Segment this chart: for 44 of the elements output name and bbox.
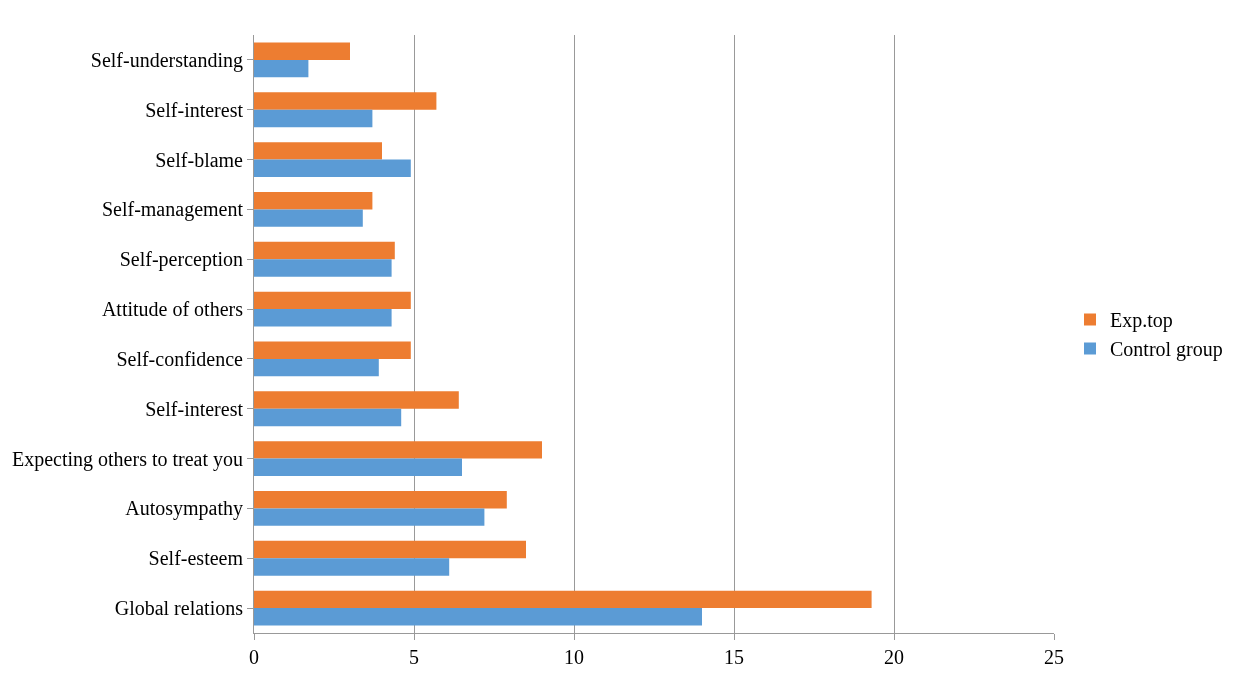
bar [254, 540, 526, 559]
x-tick-label: 25 [1044, 646, 1064, 668]
y-tick-label: Self-blame [155, 148, 244, 171]
x-tick-label: 0 [249, 646, 259, 668]
bar [254, 508, 485, 526]
bar [254, 241, 395, 260]
y-tick-label: Self-management [101, 198, 244, 222]
bar [254, 558, 450, 576]
bar [254, 341, 411, 359]
x-tick-label: 20 [884, 646, 904, 668]
bar [254, 209, 363, 227]
bar [254, 590, 872, 609]
bar [254, 42, 350, 60]
bar [254, 441, 542, 459]
x-tick-label: 10 [564, 646, 584, 668]
bar [254, 391, 459, 409]
bar [254, 291, 411, 310]
y-tick-label: Self-interest [145, 98, 244, 121]
x-tick-label: 5 [409, 646, 419, 668]
bar [254, 109, 373, 128]
y-tick-label: Self-interest [145, 397, 244, 420]
x-tick-label: 15 [724, 646, 744, 668]
bar [254, 490, 507, 509]
bar [254, 142, 382, 160]
bar [254, 408, 402, 427]
bar [254, 458, 462, 477]
y-tick-label: Global relations [114, 597, 244, 620]
bar [254, 92, 437, 110]
y-tick-label: Self-confidence [116, 347, 244, 370]
bar [254, 608, 702, 626]
bar [254, 191, 373, 210]
bar [254, 259, 392, 277]
y-tick-label: Self-esteem [148, 547, 244, 570]
legend-label: Exp.top [1110, 309, 1173, 333]
y-tick-label: Expecting others to treat you [11, 447, 243, 471]
legend-label: Control group [1110, 338, 1223, 362]
bar [254, 59, 309, 78]
bar [254, 309, 392, 327]
y-tick-label: Attitude of others [101, 298, 244, 321]
bar [254, 358, 379, 377]
bar [254, 159, 411, 178]
y-tick-label: Self-perception [119, 248, 243, 272]
y-tick-label: Autosympathy [125, 497, 243, 521]
y-tick-label: Self-understanding [90, 48, 243, 72]
